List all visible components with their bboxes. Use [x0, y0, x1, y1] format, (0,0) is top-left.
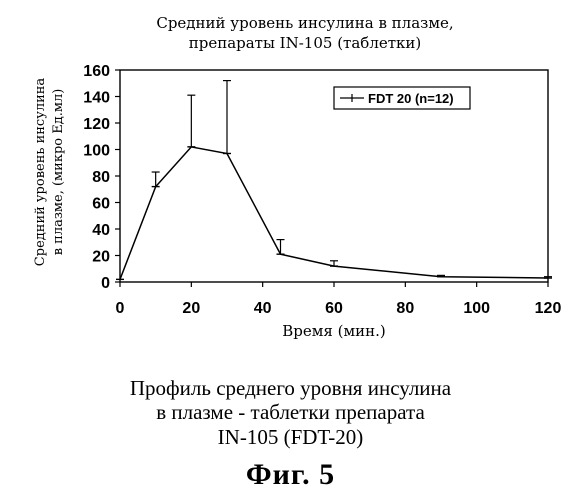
- y-tick-label: 160: [83, 63, 110, 80]
- y-axis-label: Средний уровень инсулина в плазме, (микр…: [33, 78, 66, 267]
- x-tick-label: 60: [325, 300, 343, 317]
- y-tick-label: 40: [92, 222, 110, 239]
- caption-line-2: в плазме - таблетки препарата: [0, 400, 581, 424]
- x-tick-label: 20: [182, 300, 200, 317]
- y-tick-label: 0: [101, 275, 110, 292]
- series-line: [120, 147, 548, 280]
- y-axis-label-line-1: Средний уровень инсулина: [33, 78, 48, 267]
- x-axis-label: Время (мин.): [282, 322, 386, 340]
- caption-line-3: IN-105 (FDT-20): [0, 425, 581, 449]
- y-tick-label: 140: [83, 90, 110, 107]
- x-tick-label: 80: [396, 300, 414, 317]
- legend: FDT 20 (n=12): [334, 87, 470, 109]
- chart-title: Средний уровень инсулина в плазме, препа…: [156, 14, 453, 52]
- x-tick-label: 40: [254, 300, 272, 317]
- x-tick-label: 0: [116, 300, 125, 317]
- data-marks: [116, 81, 552, 280]
- y-tick-label: 20: [92, 249, 110, 266]
- caption-line-1: Профиль среднего уровня инсулина: [0, 376, 581, 400]
- y-axis-label-line-2: в плазме, (микро Ед.мл): [51, 89, 66, 256]
- figure-label: Фиг. 5: [0, 458, 581, 492]
- y-tick-label: 60: [92, 196, 110, 213]
- chart-title-line-1: Средний уровень инсулина в плазме,: [156, 14, 453, 32]
- legend-label: FDT 20 (n=12): [368, 91, 454, 106]
- chart: Средний уровень инсулина в плазме, препа…: [0, 0, 581, 370]
- y-tick-label: 80: [92, 169, 110, 186]
- y-tick-label: 100: [83, 143, 110, 160]
- x-tick-label: 120: [535, 300, 562, 317]
- chart-title-line-2: препараты IN-105 (таблетки): [189, 34, 422, 52]
- y-tick-label: 120: [83, 116, 110, 133]
- x-tick-label: 100: [463, 300, 490, 317]
